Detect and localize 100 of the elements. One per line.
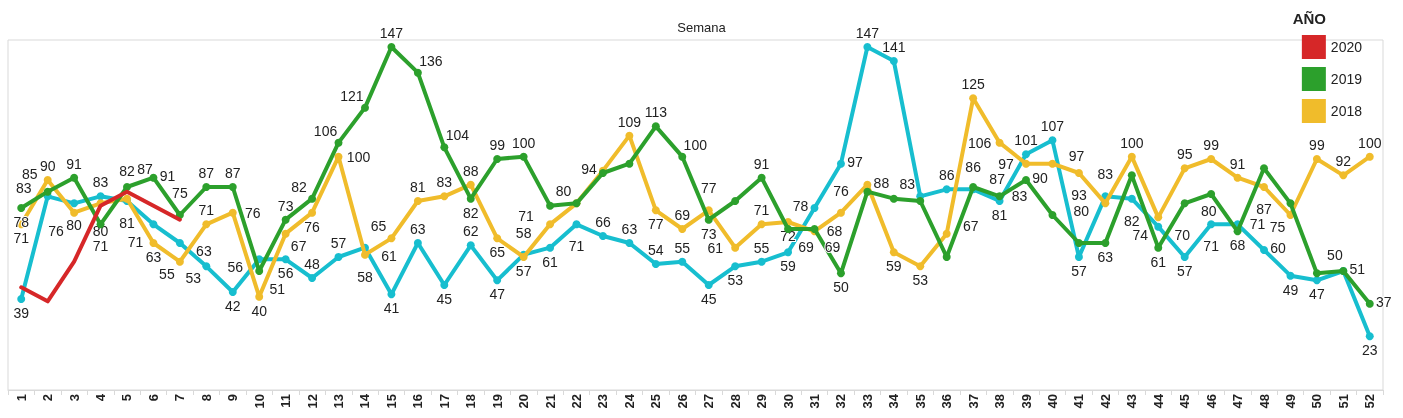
data-label: 81 (410, 179, 426, 195)
data-label: 107 (1040, 118, 1065, 135)
data-label: 87 (224, 165, 241, 181)
x-tick-label: 38 (992, 394, 1008, 409)
point (731, 262, 740, 271)
data-label: 80 (1200, 203, 1217, 220)
data-label: 141 (882, 39, 906, 55)
point (863, 43, 872, 51)
point (308, 194, 317, 203)
point (387, 43, 396, 51)
data-label: 71 (518, 208, 535, 225)
data-label: 99 (489, 137, 506, 153)
data-label: 71 (127, 234, 144, 251)
point (1180, 199, 1189, 208)
point (175, 257, 184, 266)
point (175, 239, 184, 247)
data-label: 63 (196, 243, 212, 259)
data-label: 23 (1361, 342, 1378, 359)
point (836, 269, 845, 278)
x-tick-label: 41 (1071, 394, 1087, 409)
data-label: 57 (330, 235, 347, 251)
data-label: 87 (1256, 201, 1273, 217)
x-tick-label: 26 (674, 394, 690, 409)
legend-title: AÑO (1292, 10, 1327, 27)
data-label: 125 (961, 76, 986, 93)
data-label: 81 (991, 207, 1008, 223)
point (334, 152, 343, 161)
x-tick-label: 51 (1335, 394, 1351, 409)
data-label: 100 (1120, 134, 1144, 151)
data-label: 63 (145, 249, 162, 265)
x-tick-label: 49 (1282, 394, 1298, 409)
x-tick-label: 39 (1018, 394, 1034, 409)
x-tick-label: 44 (1150, 393, 1166, 409)
point (228, 288, 237, 296)
x-tick-label: 6 (145, 394, 161, 402)
point (281, 229, 290, 238)
point (1312, 269, 1321, 278)
point (1180, 164, 1189, 173)
point (598, 232, 607, 240)
legend-label: 2018 (1330, 103, 1363, 119)
point (493, 276, 502, 285)
point (1207, 190, 1216, 198)
data-label: 68 (826, 223, 843, 240)
point (651, 260, 660, 268)
point (96, 192, 105, 201)
point (1365, 332, 1374, 341)
point (1207, 220, 1216, 229)
point (678, 257, 687, 266)
data-label: 68 (1229, 237, 1246, 254)
point (1365, 299, 1374, 308)
point (1260, 246, 1269, 254)
point (334, 138, 343, 147)
data-label: 113 (644, 104, 668, 121)
point (757, 257, 766, 266)
data-label: 91 (66, 155, 83, 172)
x-tick-label: 28 (727, 394, 743, 409)
x-tick-label: 50 (1309, 394, 1325, 409)
data-label: 147 (379, 25, 404, 41)
point (334, 253, 343, 261)
point (1048, 159, 1057, 168)
data-label: 51 (269, 281, 286, 297)
data-label: 72 (780, 228, 797, 244)
point (1233, 173, 1242, 182)
point (255, 267, 264, 275)
data-label: 147 (855, 25, 880, 41)
data-label: 83 (1011, 188, 1028, 205)
point (228, 208, 237, 217)
legend-label: 2019 (1330, 71, 1363, 87)
point (546, 243, 555, 252)
data-label: 39 (13, 305, 30, 321)
point (281, 215, 290, 224)
data-label: 88 (873, 174, 890, 191)
point (493, 234, 502, 243)
data-label: 97 (847, 153, 863, 170)
data-label: 82 (291, 178, 308, 195)
x-tick-label: 29 (754, 394, 770, 409)
point (1207, 155, 1216, 163)
point (17, 295, 26, 303)
data-label: 91 (1229, 155, 1246, 172)
x-tick-label: 46 (1203, 394, 1219, 409)
point (889, 248, 898, 257)
point (519, 152, 528, 161)
x-tick-label: 40 (1044, 394, 1060, 409)
data-label: 90 (1032, 170, 1049, 186)
point (1339, 171, 1348, 180)
data-label: 69 (674, 207, 691, 223)
point (70, 199, 79, 208)
data-label: 45 (700, 291, 717, 307)
data-label: 60 (1270, 240, 1287, 256)
data-label: 100 (511, 134, 536, 151)
point (387, 234, 396, 243)
data-label: 80 (92, 223, 109, 240)
data-label: 90 (39, 158, 56, 174)
data-label: 87 (198, 165, 215, 181)
data-label: 71 (1249, 216, 1266, 233)
point (1101, 239, 1110, 247)
point (678, 225, 687, 233)
x-tick-label: 47 (1230, 394, 1246, 409)
data-label: 48 (304, 256, 321, 272)
data-label: 61 (381, 247, 397, 264)
